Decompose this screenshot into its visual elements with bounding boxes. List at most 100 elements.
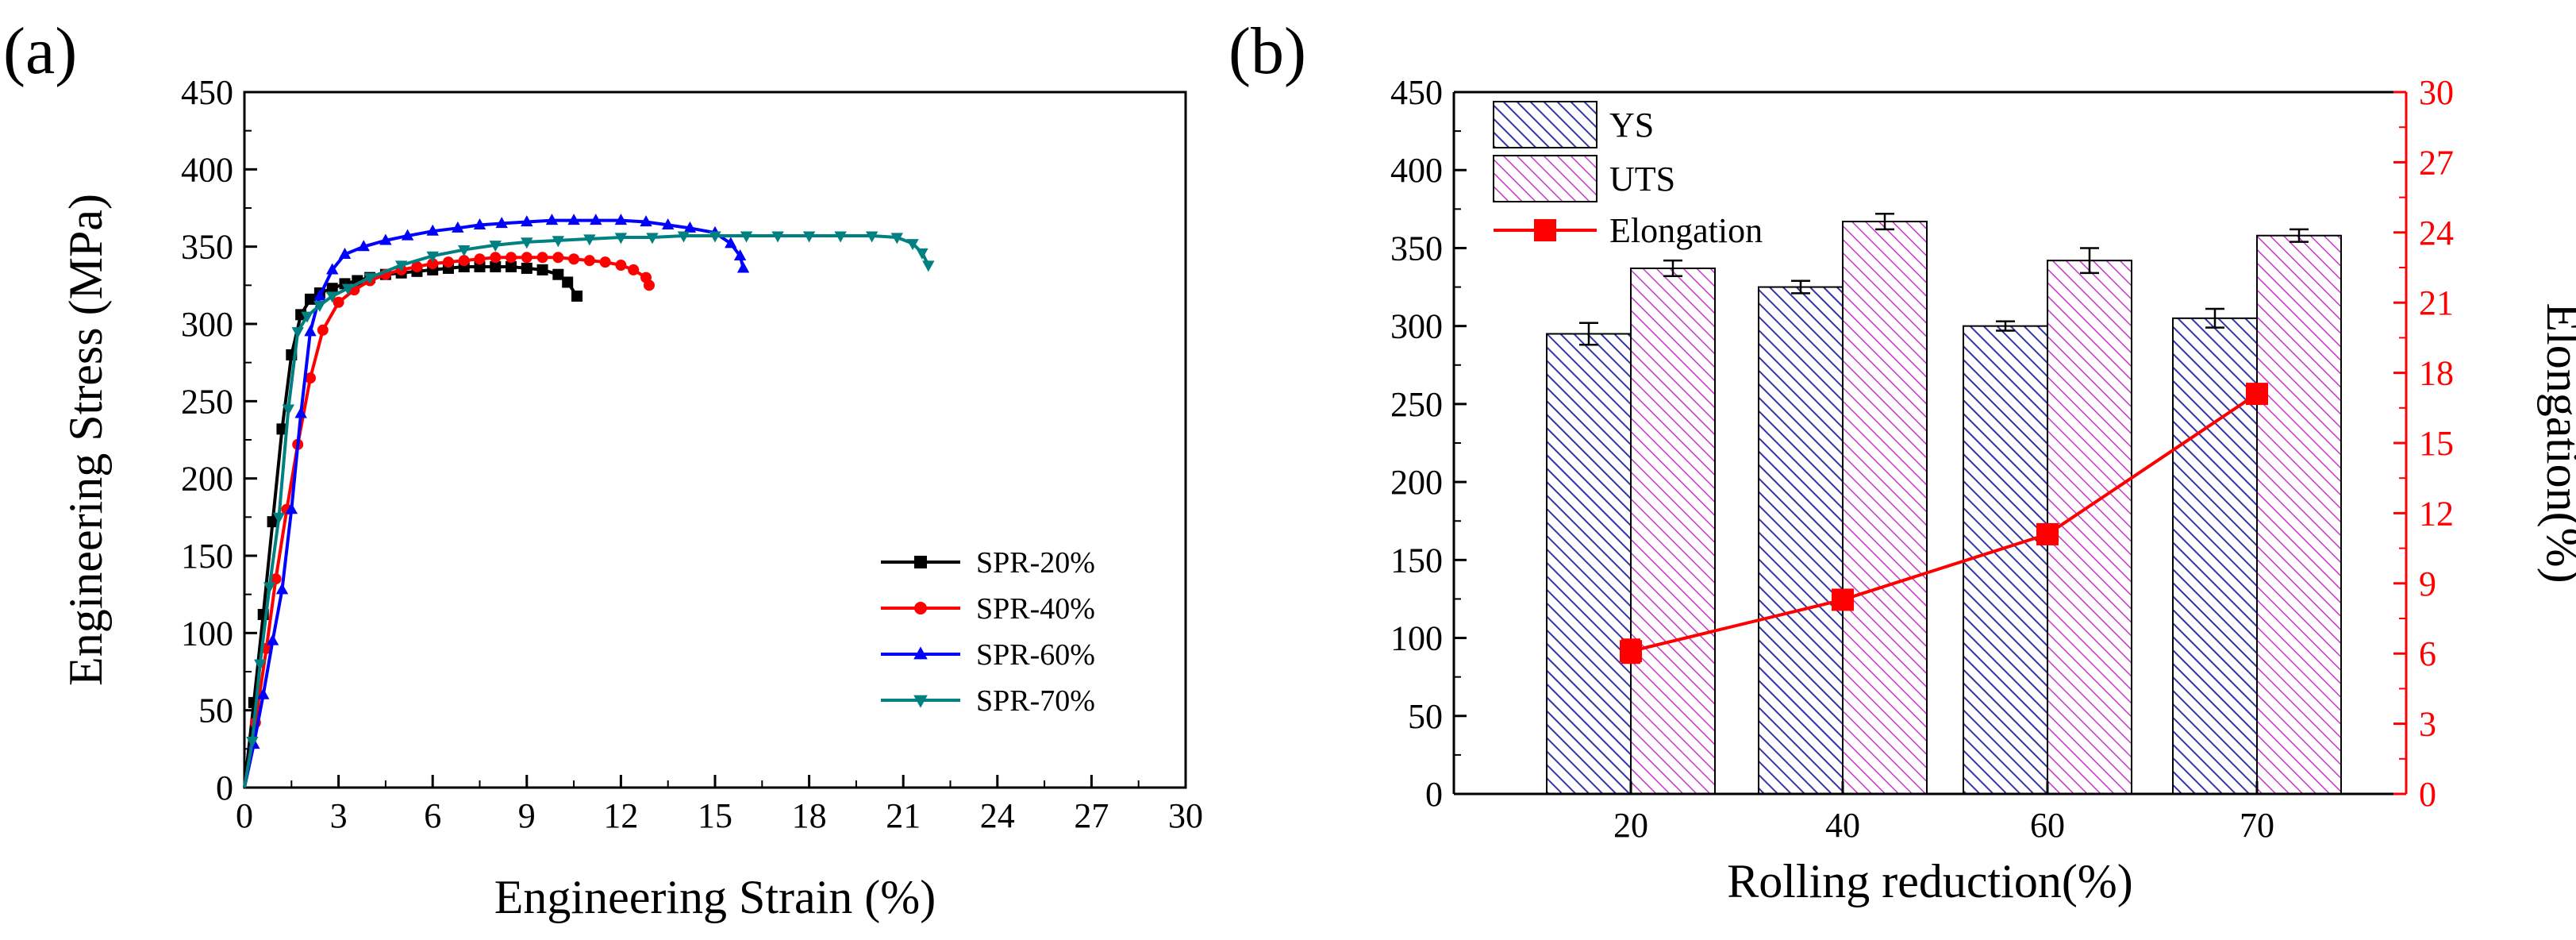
plot-frame-a [243, 91, 1187, 789]
data-point [916, 248, 929, 260]
x-tick-label-a: 6 [424, 796, 441, 835]
data-point [474, 260, 486, 272]
data-point [615, 260, 627, 272]
y2-tick-label-b: 21 [2419, 283, 2454, 322]
x-tick-label-a: 9 [518, 796, 536, 835]
x-tick-label-a: 12 [603, 796, 638, 835]
y-tick-label-b: 0 [1425, 775, 1443, 814]
data-point [521, 252, 533, 264]
data-point [490, 252, 502, 264]
y-tick-label-b: 450 [1390, 73, 1443, 112]
stress-strain-chart: 0 3 6 9 12 15 18 21 24 27 300501001502002503003504… [60, 73, 1203, 923]
data-point [426, 251, 439, 263]
data-point [275, 583, 289, 595]
y-tick-label-b: 250 [1390, 385, 1443, 424]
data-point [536, 252, 548, 264]
x-axis-title-a: Engineering Strain (%) [494, 871, 936, 923]
y2-tick-label-b: 9 [2419, 564, 2436, 603]
y-tick-label-b: 200 [1390, 463, 1443, 502]
data-point [552, 236, 565, 248]
data-point [285, 503, 298, 514]
data-point [640, 215, 652, 227]
data-point [254, 659, 267, 671]
data-point [379, 233, 392, 245]
bar-uts [2047, 260, 2132, 796]
data-point [257, 688, 270, 699]
data-point [922, 260, 935, 272]
data-point [683, 221, 697, 233]
data-point [906, 239, 919, 251]
legend-swatch-uts [1493, 155, 1598, 202]
data-point [490, 260, 502, 272]
data-point [552, 252, 564, 264]
data-point [313, 289, 326, 301]
data-point [662, 218, 675, 230]
data-point [599, 256, 611, 268]
y-tick-label-b: 50 [1408, 697, 1443, 736]
data-point [427, 258, 439, 270]
data-point [725, 237, 737, 248]
data-point [628, 264, 640, 275]
data-point [442, 256, 454, 268]
y2-tick-label-b: 18 [2419, 354, 2454, 393]
y2-tick-label-b: 6 [2419, 634, 2436, 673]
y-tick-label-a: 350 [181, 228, 233, 267]
legend-label: SPR-20% [976, 546, 1095, 580]
y2-axis-title-b: Elongation(%) [2537, 302, 2576, 583]
legend-marker [913, 695, 928, 708]
data-point [677, 231, 690, 243]
bar-uts [1842, 221, 1928, 795]
data-point [267, 516, 279, 528]
data-point [521, 237, 533, 249]
data-point [583, 255, 595, 267]
data-point [733, 248, 747, 260]
data-point [614, 214, 628, 225]
y-tick-label-a: 100 [181, 614, 233, 653]
data-point [740, 231, 753, 243]
x-axis-title-b: Rolling reduction(%) [1727, 855, 2133, 907]
data-point [357, 240, 370, 252]
y2-tick-label-b: 0 [2419, 775, 2436, 814]
y-axis-title-a: Engineering Stress (MPa) [60, 194, 112, 686]
x-tick-label-a: 0 [236, 796, 253, 835]
data-point [545, 214, 559, 225]
data-point [333, 296, 344, 308]
data-point [291, 327, 304, 339]
data-point [473, 218, 486, 230]
y-tick-label-a: 0 [216, 769, 233, 807]
legend-swatch-ys [1493, 101, 1598, 148]
y-tick-label-b: 300 [1390, 307, 1443, 346]
y2-tick-label-b: 30 [2419, 73, 2454, 112]
data-point [270, 573, 282, 585]
data-point [552, 268, 564, 280]
bar-ys [2172, 317, 2258, 796]
data-point [458, 255, 470, 267]
x-tick-label-a: 30 [1168, 796, 1203, 835]
bar-uts [2256, 234, 2342, 795]
legend-marker [913, 646, 928, 660]
y-tick-label-a: 450 [181, 73, 233, 112]
data-point [246, 737, 259, 748]
bar-uts [1630, 267, 1716, 795]
legend-label: SPR-70% [976, 684, 1095, 718]
data-point [495, 217, 508, 229]
data-point [646, 233, 659, 245]
y-tick-label-b: 350 [1390, 229, 1443, 268]
legend-marker-elongation [1534, 219, 1556, 241]
x-category-label: 70 [2240, 806, 2274, 845]
data-point [363, 273, 376, 284]
data-point [890, 233, 903, 245]
data-point [325, 291, 339, 303]
data-point [736, 261, 750, 273]
y-tick-label-a: 50 [198, 692, 233, 730]
y2-tick-label-b: 15 [2419, 424, 2454, 463]
x-tick-label-a: 15 [698, 796, 732, 835]
rolling-reduction-chart: 0 50 100 150 200 250 300 350 400 450 0 3 6 9 12 15 18 21 2… [1390, 73, 2576, 907]
data-point [326, 283, 338, 295]
legend-label: SPR-60% [976, 638, 1095, 672]
series-line-spr-40% [243, 256, 651, 788]
data-point [263, 582, 276, 594]
data-point [489, 241, 502, 252]
series-line-spr-70% [243, 234, 930, 788]
